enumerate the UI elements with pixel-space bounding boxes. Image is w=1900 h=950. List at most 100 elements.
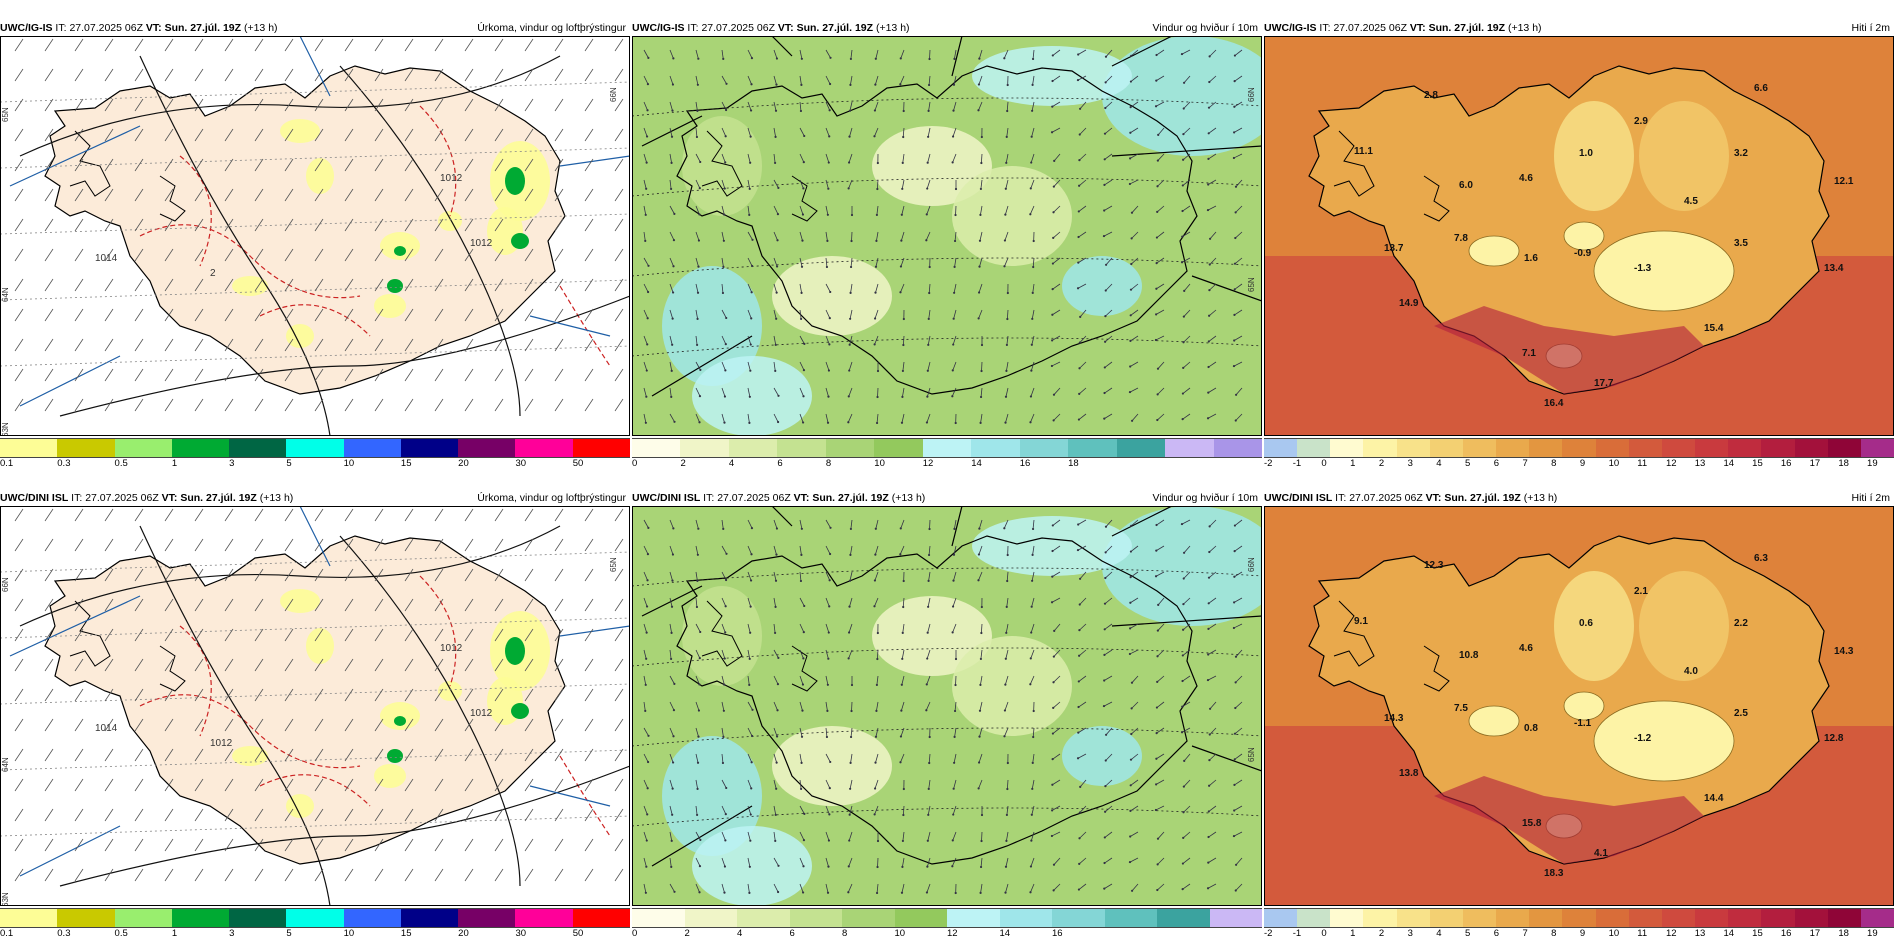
wind-barb — [374, 748, 384, 762]
wind-barb — [464, 338, 474, 352]
wind-arrowhead — [645, 161, 648, 164]
wind-arrow — [1234, 753, 1243, 760]
wind-arrow — [1235, 387, 1243, 396]
wind-arrow — [773, 231, 778, 241]
wind-arrow — [643, 283, 649, 293]
wind-barb — [614, 868, 624, 882]
wind-barb — [524, 38, 534, 52]
wind-arrow — [825, 727, 828, 737]
wind-arrow — [850, 257, 853, 267]
wind-barb — [224, 508, 234, 522]
wind-arrow — [850, 519, 853, 529]
wind-arrowhead — [826, 213, 829, 216]
wind-arrow — [1032, 49, 1035, 59]
wind-arrowhead — [1077, 53, 1080, 56]
wind-arrow — [1105, 49, 1113, 57]
wind-arrowhead — [1232, 626, 1236, 630]
wind-arrow — [747, 623, 751, 633]
latitude-gridline — [0, 551, 630, 573]
wind-arrow — [1052, 727, 1061, 734]
it-value: 27.07.2025 06Z — [69, 22, 143, 34]
wind-barb — [524, 568, 534, 582]
wind-arrow — [721, 361, 726, 371]
temperature-value-label: 1.6 — [1524, 253, 1538, 264]
wind-arrowhead — [722, 527, 725, 531]
wind-arrowhead — [848, 813, 851, 816]
wind-arrowhead — [850, 709, 853, 713]
wind-arrowhead — [1207, 861, 1210, 864]
wind-barb — [284, 248, 294, 262]
wind-arrowhead — [1232, 364, 1236, 368]
wind-arrow — [1077, 75, 1087, 81]
wind-arrow — [825, 257, 828, 267]
wind-arrowhead — [1104, 810, 1107, 813]
wind-arrow — [927, 127, 931, 137]
wind-barb — [224, 368, 234, 382]
wind-arrowhead — [1129, 288, 1133, 291]
wind-barb — [164, 248, 174, 262]
wind-barb — [104, 278, 114, 292]
legend-tick-label: 0 — [1321, 928, 1327, 939]
wind-arrowhead — [645, 395, 648, 398]
latitude-gridline — [632, 807, 1262, 827]
wind-barb — [614, 248, 624, 262]
precip-area-light — [232, 276, 268, 296]
wind-barb — [74, 68, 84, 82]
legend-swatch — [1213, 439, 1263, 457]
wind-barb — [14, 808, 24, 822]
wind-arrow — [952, 597, 957, 607]
wind-arrow — [1129, 179, 1139, 185]
legend-tick-label: 5 — [1465, 458, 1471, 469]
wind-arrow — [1053, 857, 1061, 865]
wind-arrow — [1052, 75, 1061, 82]
wind-arrowhead — [670, 605, 674, 608]
wind-arrow — [1156, 283, 1165, 290]
wind-arrowhead — [1032, 239, 1035, 243]
wind-arrowhead — [1104, 340, 1107, 343]
wind-arrowhead — [979, 657, 983, 661]
wind-arrow — [926, 857, 931, 867]
legend-ticks: 0 2 4 6 8 10 12 14 16 — [632, 928, 1262, 940]
legend-swatch — [1068, 439, 1117, 457]
wind-arrowhead — [850, 239, 853, 243]
wind-barb — [434, 808, 444, 822]
wind-barb — [164, 658, 174, 672]
legend-tick-label: 16 — [1780, 928, 1792, 939]
wind-barb — [74, 188, 84, 202]
wind-barb — [254, 188, 264, 202]
wind-arrow — [669, 883, 675, 892]
wind-arrow — [773, 545, 777, 555]
wind-arrowhead — [1206, 208, 1210, 212]
wind-arrow — [980, 205, 983, 215]
wind-barb — [104, 68, 114, 82]
wind-barb — [44, 568, 54, 582]
wind-arrow — [1078, 675, 1087, 682]
wind-arrowhead — [1102, 704, 1106, 708]
wind-arrowhead — [1128, 652, 1132, 656]
wind-barb — [404, 868, 414, 882]
wind-arrow — [874, 571, 879, 581]
wind-arrowhead — [1233, 524, 1237, 527]
wind-arrow — [1032, 75, 1035, 85]
wind-arrow — [773, 779, 777, 789]
temperature-value-label: 2.9 — [1634, 116, 1648, 127]
wind-barb — [464, 368, 474, 382]
wind-area — [662, 266, 762, 386]
wind-barb — [584, 98, 594, 112]
meridian-line — [651, 805, 753, 867]
wind-barb — [344, 748, 354, 762]
wind-arrowhead — [1051, 79, 1054, 83]
wind-arrow — [825, 675, 829, 685]
temperature-value-label: 6.3 — [1754, 553, 1768, 564]
wind-arrowhead — [874, 57, 877, 60]
precip-area-heavy — [387, 749, 403, 763]
wind-arrow — [1209, 49, 1217, 57]
wind-arrowhead — [876, 631, 879, 635]
wind-barb — [584, 308, 594, 322]
wind-barb — [374, 868, 384, 882]
wind-barb — [44, 368, 54, 382]
wind-barb — [554, 628, 564, 642]
wind-arrowhead — [1181, 705, 1184, 708]
wind-arrowhead — [1233, 601, 1236, 604]
wind-arrow — [799, 571, 802, 581]
